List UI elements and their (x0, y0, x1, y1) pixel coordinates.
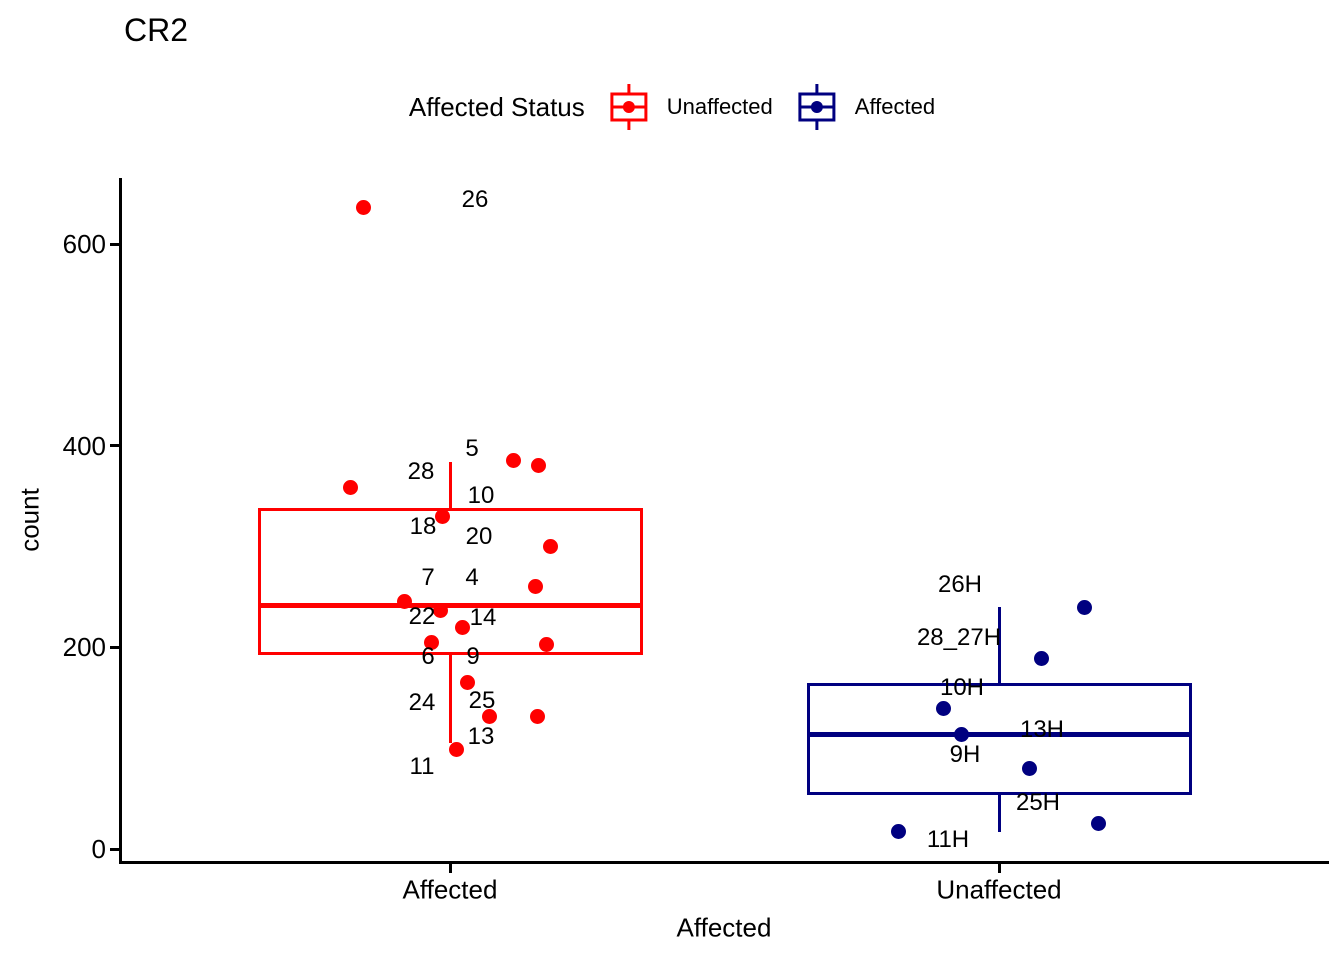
box (258, 508, 643, 656)
point-label: 26 (461, 186, 489, 213)
data-point (542, 539, 558, 554)
data-point (530, 458, 546, 474)
data-point (1076, 599, 1092, 615)
x-tick-label: Affected (402, 874, 498, 905)
y-tick-label: 400 (62, 430, 106, 461)
data-point (454, 619, 470, 635)
point-label: 22 (408, 603, 436, 630)
data-point (1033, 650, 1049, 666)
point-label: 25 (468, 687, 496, 714)
legend-item-label: Unaffected (666, 94, 773, 119)
median-line (807, 731, 1192, 737)
chart-title: CR2 (124, 12, 189, 48)
data-point (355, 200, 371, 216)
legend: Affected Status Unaffected Affected (409, 82, 935, 132)
box (807, 682, 1192, 795)
data-point (505, 453, 521, 469)
data-point (529, 709, 545, 725)
y-tick-label: 600 (62, 229, 106, 259)
data-point (890, 824, 906, 840)
boxplot-key-icon (798, 84, 836, 130)
data-point (448, 741, 464, 757)
y-axis-line (119, 178, 122, 864)
point-label: 10H (939, 674, 985, 701)
y-tick-label: 200 (62, 632, 106, 663)
point-label: 6 (421, 643, 435, 670)
data-point (459, 675, 475, 691)
legend-item: Affected (797, 83, 935, 131)
point-label: 26H (937, 571, 983, 598)
data-point (396, 594, 412, 610)
boxplot-key-icon (610, 84, 648, 130)
point-label: 28_27H (916, 624, 1002, 651)
y-tick-mark (110, 444, 119, 448)
data-point (935, 701, 951, 717)
point-label: 13H (1019, 716, 1065, 743)
y-axis-title: count (14, 488, 45, 552)
x-tick-label: Unaffected (936, 874, 1062, 905)
y-tick-mark (110, 847, 119, 851)
data-point (953, 726, 969, 742)
data-point (423, 634, 439, 650)
point-label: 18 (409, 513, 437, 540)
data-point (432, 602, 448, 618)
legend-item-label: Affected (854, 94, 936, 119)
point-label: 13 (467, 723, 495, 750)
legend-item: Unaffected (609, 83, 773, 131)
data-point (342, 479, 358, 495)
point-label: 20 (465, 523, 493, 550)
data-point (1090, 816, 1106, 832)
point-label: 28 (407, 458, 435, 485)
data-point (434, 508, 450, 524)
x-axis-line (119, 861, 1329, 864)
point-label: 5 (465, 435, 479, 462)
point-label: 9H (949, 741, 981, 768)
data-point (481, 709, 497, 725)
legend-title: Affected Status (408, 91, 585, 122)
data-point (538, 636, 554, 652)
y-tick-mark (110, 242, 119, 246)
x-tick-mark (997, 864, 1001, 873)
point-label: 25H (1015, 789, 1061, 816)
y-tick-label: 0 (91, 834, 106, 864)
median-line (258, 603, 643, 609)
point-label: 9 (466, 643, 480, 670)
point-label: 10 (467, 482, 495, 509)
point-label: 24 (408, 689, 436, 716)
point-label: 4 (465, 564, 479, 591)
y-tick-mark (110, 645, 119, 649)
x-axis-title: Affected (676, 912, 772, 943)
data-point (527, 579, 543, 595)
data-point (1021, 760, 1037, 776)
point-label: 14 (469, 604, 497, 631)
point-label: 7 (421, 564, 435, 591)
x-tick-mark (448, 864, 452, 873)
point-label: 11 (409, 753, 435, 780)
point-label: 11H (926, 826, 970, 853)
